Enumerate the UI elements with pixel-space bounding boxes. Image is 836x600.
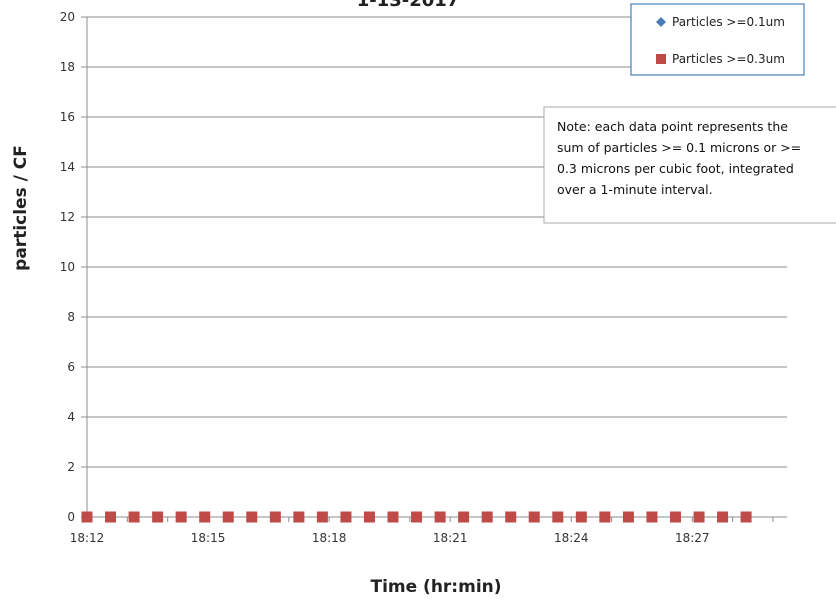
data-point-square: [599, 511, 611, 523]
note-line-2: sum of particles >= 0.1 microns or >=: [557, 140, 801, 155]
data-point-square: [411, 511, 423, 523]
data-point-square: [387, 511, 399, 523]
y-tick-label: 16: [60, 110, 75, 124]
data-point-square: [199, 511, 211, 523]
data-point-square: [434, 511, 446, 523]
x-tick-label: 18:12: [70, 531, 105, 545]
data-point-square: [269, 511, 281, 523]
data-point-square: [175, 511, 187, 523]
data-point-square: [481, 511, 493, 523]
x-tick-labels: 18:12 18:15 18:18 18:21 18:24 18:27: [70, 531, 710, 545]
data-point-square: [152, 511, 164, 523]
data-point-square: [246, 511, 258, 523]
axes: [81, 16, 787, 522]
note-line-4: over a 1-minute interval.: [557, 182, 713, 197]
y-tick-label: 6: [67, 360, 75, 374]
legend-label-1: Particles >=0.3um: [672, 52, 785, 66]
y-tick-labels: 0 2 4 6 8 10 12 14 16 18 20: [60, 10, 75, 524]
data-point-square: [363, 511, 375, 523]
y-tick-label: 10: [60, 260, 75, 274]
y-tick-label: 4: [67, 410, 75, 424]
y-tick-label: 8: [67, 310, 75, 324]
data-point-square: [222, 511, 234, 523]
data-point-square: [458, 511, 470, 523]
y-tick-label: 0: [67, 510, 75, 524]
note-line-3: 0.3 microns per cubic foot, integrated: [557, 161, 794, 176]
x-tick-label: 18:27: [675, 531, 710, 545]
x-tick-label: 18:24: [554, 531, 589, 545]
data-point-square: [105, 511, 117, 523]
data-point-square: [622, 511, 634, 523]
y-axis-title: particles / CF: [11, 145, 31, 271]
data-point-square: [528, 511, 540, 523]
y-tick-label: 12: [60, 210, 75, 224]
x-tick-label: 18:15: [191, 531, 226, 545]
data-point-square: [81, 511, 93, 523]
x-tick-label: 18:21: [433, 531, 468, 545]
legend-diamond-marker: [656, 17, 666, 27]
data-point-square: [128, 511, 140, 523]
gridlines: [87, 16, 787, 468]
data-point-square: [316, 511, 328, 523]
data-point-square: [340, 511, 352, 523]
note-line-1: Note: each data point represents the: [557, 119, 788, 134]
data-points: [81, 511, 752, 523]
data-point-square: [646, 511, 658, 523]
data-point-square: [693, 511, 705, 523]
legend: Particles >=0.1um Particles >=0.3um: [630, 3, 805, 76]
x-axis-title: Time (hr:min): [370, 577, 501, 597]
data-point-square: [575, 511, 587, 523]
note-frame: [543, 106, 836, 224]
legend-label-0: Particles >=0.1um: [672, 15, 785, 29]
data-point-square: [740, 511, 752, 523]
data-point-square: [293, 511, 305, 523]
y-tick-label: 20: [60, 10, 75, 24]
y-tick-label: 14: [60, 160, 75, 174]
legend-square-marker: [656, 54, 666, 64]
y-tick-label: 18: [60, 60, 75, 74]
data-point-square: [717, 511, 729, 523]
y-tick-label: 2: [67, 460, 75, 474]
x-tick-label: 18:18: [312, 531, 347, 545]
data-point-square: [669, 511, 681, 523]
data-point-square: [505, 511, 517, 523]
data-point-square: [552, 511, 564, 523]
chart-title: 1-13-2017: [357, 0, 460, 11]
note-box: Note: each data point represents the sum…: [543, 106, 836, 224]
